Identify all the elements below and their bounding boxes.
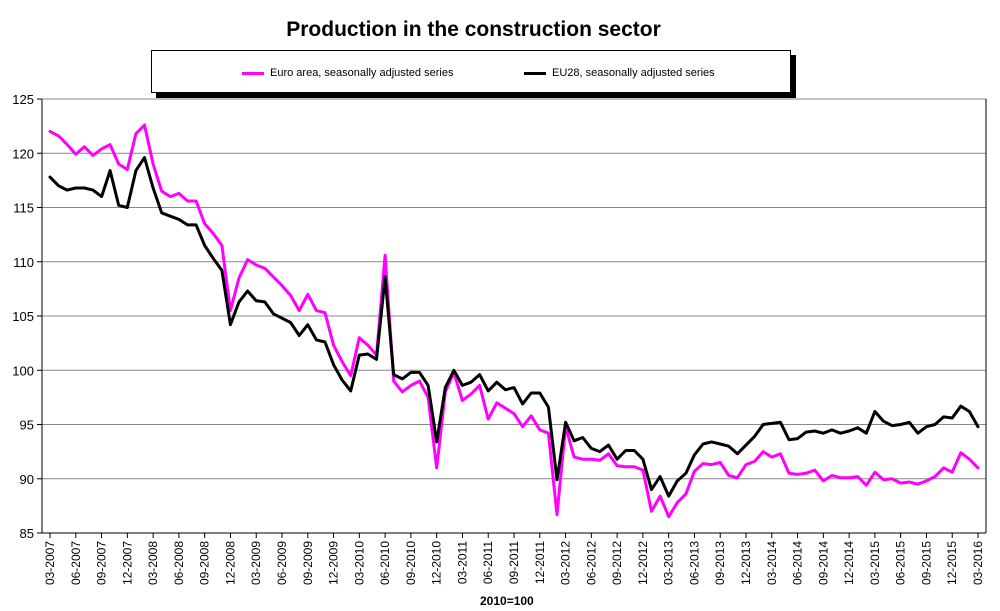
- x-tick-label: 12-2015: [945, 541, 959, 585]
- legend-entry-euro-area: Euro area, seasonally adjusted series: [242, 67, 453, 79]
- chart-title: Production in the construction sector: [286, 18, 661, 41]
- x-tick-label: 12-2007: [120, 541, 134, 585]
- legend: Euro area, seasonally adjusted series EU…: [151, 50, 791, 93]
- x-tick-label: 03-2009: [249, 541, 263, 585]
- x-tick-label: 06-2007: [69, 541, 83, 585]
- y-tick-label: 115: [13, 201, 34, 216]
- x-tick-label: 06-2014: [791, 541, 805, 585]
- x-tick-label: 03-2007: [43, 541, 57, 585]
- y-tick-label: 125: [12, 92, 34, 107]
- x-tick-label: 06-2010: [378, 541, 392, 585]
- y-tick-label: 100: [12, 363, 34, 378]
- x-tick-label: 09-2012: [610, 541, 624, 585]
- y-tick-label: 90: [20, 472, 34, 487]
- y-tick-label: 85: [20, 526, 34, 541]
- x-tick-label: 03-2010: [352, 541, 366, 585]
- x-tick-label: 09-2009: [301, 541, 315, 585]
- x-tick-label: 09-2010: [404, 541, 418, 585]
- legend-label-eu28: EU28, seasonally adjusted series: [552, 67, 715, 79]
- x-tick-label: 09-2008: [198, 541, 212, 585]
- x-tick-label: 09-2014: [816, 541, 830, 585]
- x-tick-label: 09-2013: [713, 541, 727, 585]
- x-tick-label: 06-2015: [894, 541, 908, 585]
- legend-entry-eu28: EU28, seasonally adjusted series: [524, 67, 715, 79]
- x-tick-label: 09-2007: [95, 541, 109, 585]
- x-tick-label: 03-2012: [559, 541, 573, 585]
- y-tick-label: 105: [12, 309, 34, 324]
- x-tick-label: 12-2013: [739, 541, 753, 585]
- x-tick-label: 03-2013: [662, 541, 676, 585]
- x-tick-label: 09-2015: [919, 541, 933, 585]
- x-tick-label: 09-2011: [507, 541, 521, 584]
- x-tick-label: 03-2014: [765, 541, 779, 585]
- x-tick-label: 03-2016: [971, 541, 985, 585]
- x-tick-label: 06-2011: [481, 541, 495, 584]
- x-tick-label: 12-2011: [533, 541, 547, 584]
- x-tick-label: 12-2010: [430, 541, 444, 585]
- y-tick-label: 120: [12, 146, 34, 161]
- series-line-euro-area: [48, 123, 980, 519]
- x-tick-label: 03-2008: [146, 541, 160, 585]
- series-line-eu28: [48, 156, 980, 498]
- legend-label-euro-area: Euro area, seasonally adjusted series: [270, 67, 454, 79]
- legend-swatch-euro-area: [242, 71, 264, 75]
- x-tick-label: 06-2013: [687, 541, 701, 585]
- x-tick-label: 03-2015: [868, 541, 882, 585]
- y-tick-label: 110: [13, 255, 34, 270]
- x-axis-label: 2010=100: [480, 594, 534, 608]
- x-tick-label: 06-2009: [275, 541, 289, 585]
- x-tick-label: 03-2011: [455, 541, 469, 584]
- x-tick-label: 12-2008: [223, 541, 237, 585]
- legend-swatch-eu28: [524, 71, 546, 75]
- x-tick-label: 06-2012: [584, 541, 598, 585]
- x-tick-label: 06-2008: [172, 541, 186, 585]
- y-tick-label: 95: [20, 418, 34, 433]
- x-tick-label: 12-2014: [842, 541, 856, 585]
- x-tick-label: 12-2012: [636, 541, 650, 585]
- x-tick-label: 12-2009: [327, 541, 341, 585]
